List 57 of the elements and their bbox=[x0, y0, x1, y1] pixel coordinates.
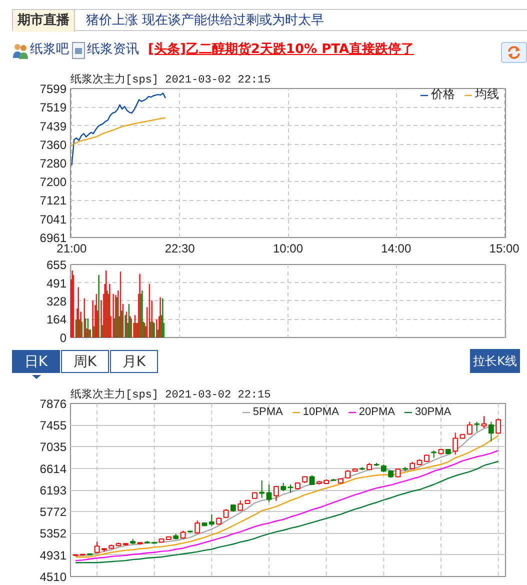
y-tick-label: 7876 bbox=[40, 397, 67, 411]
y-tick-label: 7455 bbox=[40, 418, 67, 433]
candlestick bbox=[208, 514, 214, 527]
y-tick-label: 655 bbox=[46, 258, 67, 272]
y-tick-label: 7121 bbox=[40, 194, 67, 208]
line-series bbox=[71, 92, 166, 166]
y-tick-label: 7519 bbox=[40, 100, 67, 115]
candlestick bbox=[259, 480, 265, 498]
y-tick-label: 4510 bbox=[40, 570, 67, 584]
text: 月K bbox=[110, 350, 158, 373]
y-tick-label: 7035 bbox=[40, 440, 67, 454]
x-tick-label: 10:00 bbox=[272, 242, 304, 256]
text: 猪价上涨 现在谈产能供给过剩或为时太早 bbox=[86, 12, 324, 30]
y-tick-label: 4931 bbox=[40, 548, 67, 562]
chart-title: 纸浆次主力[sps] 2021-03-02 22:15 bbox=[70, 72, 271, 86]
y-tick-label: 7041 bbox=[40, 212, 67, 226]
y-tick-label: 164 bbox=[46, 312, 67, 327]
legend-label: 价格 bbox=[431, 87, 455, 103]
text: [头条]乙二醇期货2天跌10% PTA直接跌停了 bbox=[148, 41, 414, 59]
candlestick bbox=[194, 520, 200, 534]
y-tick-label: 7200 bbox=[40, 175, 67, 190]
y-tick-label: 491 bbox=[46, 276, 67, 290]
candlestick bbox=[266, 484, 272, 502]
y-tick-label: 5772 bbox=[40, 505, 67, 520]
legend-label: 10PMA bbox=[302, 406, 339, 418]
y-tick-label: 5352 bbox=[40, 526, 67, 541]
candlestick bbox=[452, 432, 458, 456]
text: 纸浆资讯 bbox=[87, 41, 139, 59]
candlestick bbox=[273, 486, 279, 502]
y-tick-label: 7360 bbox=[40, 138, 67, 152]
text: 期市直播 bbox=[13, 10, 75, 32]
chart-title: 纸浆次主力[sps] 2021-03-02 22:15 bbox=[70, 388, 271, 402]
y-tick-label: 7439 bbox=[40, 119, 67, 134]
legend-label: 20PMA bbox=[358, 406, 395, 418]
legend-label: 5PMA bbox=[252, 406, 283, 418]
y-tick-label: 6193 bbox=[40, 484, 67, 498]
candlestick bbox=[496, 418, 502, 434]
y-tick-label: 0 bbox=[60, 331, 67, 345]
candlestick bbox=[94, 541, 100, 554]
text: 周K bbox=[61, 350, 109, 373]
text: 日K bbox=[12, 350, 60, 373]
candlestick bbox=[481, 416, 487, 428]
y-tick-label: 7599 bbox=[40, 82, 67, 96]
x-tick-label: 14:00 bbox=[381, 242, 412, 256]
candlestick bbox=[474, 421, 480, 432]
legend-label: 30PMA bbox=[415, 406, 452, 418]
y-tick-label: 6614 bbox=[40, 462, 67, 476]
y-tick-label: 328 bbox=[46, 294, 67, 308]
x-tick-label: 15:00 bbox=[489, 242, 520, 256]
text: 拉长K线 bbox=[470, 349, 520, 373]
candlestick bbox=[488, 421, 494, 442]
line-series bbox=[71, 117, 166, 146]
candlestick bbox=[466, 421, 472, 436]
legend-label: 均线 bbox=[475, 87, 499, 103]
text: 纸浆吧 bbox=[30, 41, 69, 59]
x-tick-label: 22:30 bbox=[164, 242, 196, 256]
y-tick-label: 7280 bbox=[40, 156, 67, 170]
